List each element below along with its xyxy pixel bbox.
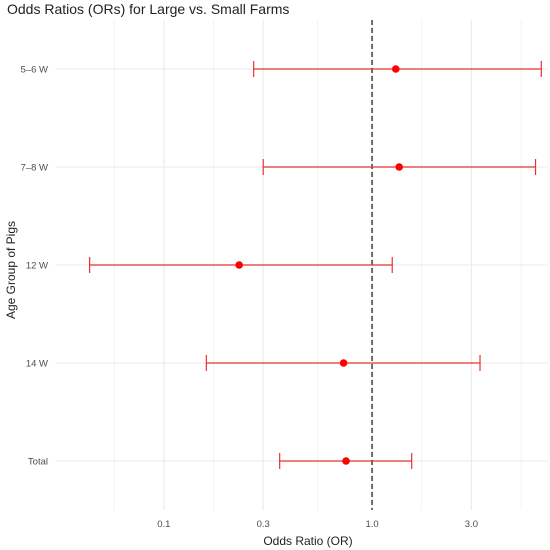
- points: [235, 65, 403, 465]
- x-tick-label: 1.0: [365, 519, 378, 530]
- odds-ratio-point: [395, 163, 403, 171]
- y-tick-labels: 5–6 W 7–8 W 12 W 14 W Total: [21, 65, 48, 468]
- y-tick-label: 12 W: [26, 261, 48, 272]
- y-tick-label: 7–8 W: [21, 163, 48, 174]
- y-tick-label: Total: [28, 457, 48, 468]
- y-tick-label: 5–6 W: [21, 65, 48, 76]
- odds-ratio-point: [342, 457, 350, 465]
- x-axis-title: Odds Ratio (OR): [263, 534, 352, 548]
- x-tick-label: 0.3: [257, 519, 270, 530]
- chart-title: Odds Ratios (ORs) for Large vs. Small Fa…: [7, 1, 289, 17]
- x-tick-label: 0.1: [157, 519, 170, 530]
- odds-ratio-point: [235, 261, 243, 269]
- odds-ratio-point: [339, 359, 348, 367]
- odds-ratio-point: [391, 65, 400, 73]
- x-tick-labels: 0.1 0.3 1.0 3.0: [157, 519, 478, 530]
- y-tick-label: 14 W: [26, 359, 48, 370]
- y-axis-title: Age Group of Pigs: [4, 221, 18, 319]
- x-tick-label: 3.0: [465, 519, 478, 530]
